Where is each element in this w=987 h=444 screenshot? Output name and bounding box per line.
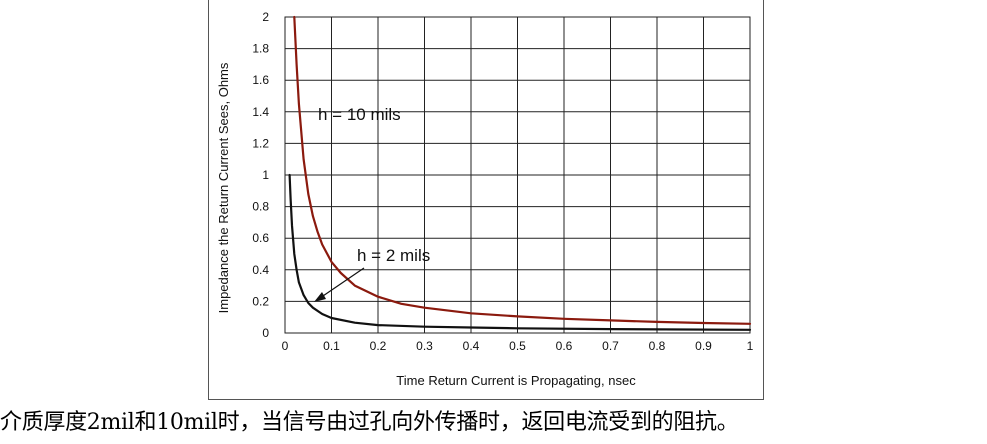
chart-frame [208, 0, 764, 400]
x-tick-label: 0.4 [463, 339, 480, 353]
y-tick-label: 0.6 [252, 231, 269, 245]
x-tick-label: 0.5 [509, 339, 526, 353]
series-line-1 [288, 173, 752, 331]
y-tick-label: 0.8 [252, 200, 269, 214]
x-tick-label: 0.3 [416, 339, 433, 353]
annotation-arrow [319, 267, 365, 299]
y-tick-label: 0.2 [252, 294, 269, 308]
series-layer [288, 15, 752, 331]
figure-caption: 介质厚度2mil和10mil时，当信号由过孔向外传播时，返回电流受到的阻抗。 [0, 410, 739, 435]
x-tick-label: 0.8 [649, 339, 666, 353]
x-tick-label: 0 [282, 339, 289, 353]
x-axis-label: Time Return Current is Propagating, nsec [396, 373, 636, 388]
x-tick-label: 0.7 [602, 339, 619, 353]
x-tick-label: 0.9 [695, 339, 712, 353]
y-tick-label: 1.6 [252, 73, 269, 87]
tick-labels: 0 0.1 0.2 0.3 0.4 0.5 0.6 0.7 0.8 0.9 1 0 0.2 0.4 0.6 0… [252, 10, 753, 353]
y-tick-label: 1.2 [252, 136, 269, 150]
grid [284, 16, 751, 334]
x-tick-label: 1 [747, 339, 754, 353]
x-tick-label: 0.6 [556, 339, 573, 353]
y-axis-label: Impedance the Return Current Sees, Ohms [216, 62, 231, 313]
y-tick-label: 0.4 [252, 263, 269, 277]
y-tick-label: 1.8 [252, 42, 269, 56]
y-tick-label: 0 [262, 326, 269, 340]
annotation-h10: h = 10 mils [318, 105, 401, 124]
annotation-h2: h = 2 mils [357, 246, 430, 265]
x-tick-label: 0.1 [323, 339, 340, 353]
y-tick-label: 2 [262, 10, 269, 24]
annotation-arrowhead [314, 292, 326, 302]
series-line-0 [293, 15, 752, 325]
x-tick-label: 0.2 [370, 339, 387, 353]
y-tick-label: 1 [262, 168, 269, 182]
y-tick-label: 1.4 [252, 105, 269, 119]
line-chart: 0 0.1 0.2 0.3 0.4 0.5 0.6 0.7 0.8 0.9 1 0 0.2 0.4 0.6 0… [216, 10, 754, 388]
